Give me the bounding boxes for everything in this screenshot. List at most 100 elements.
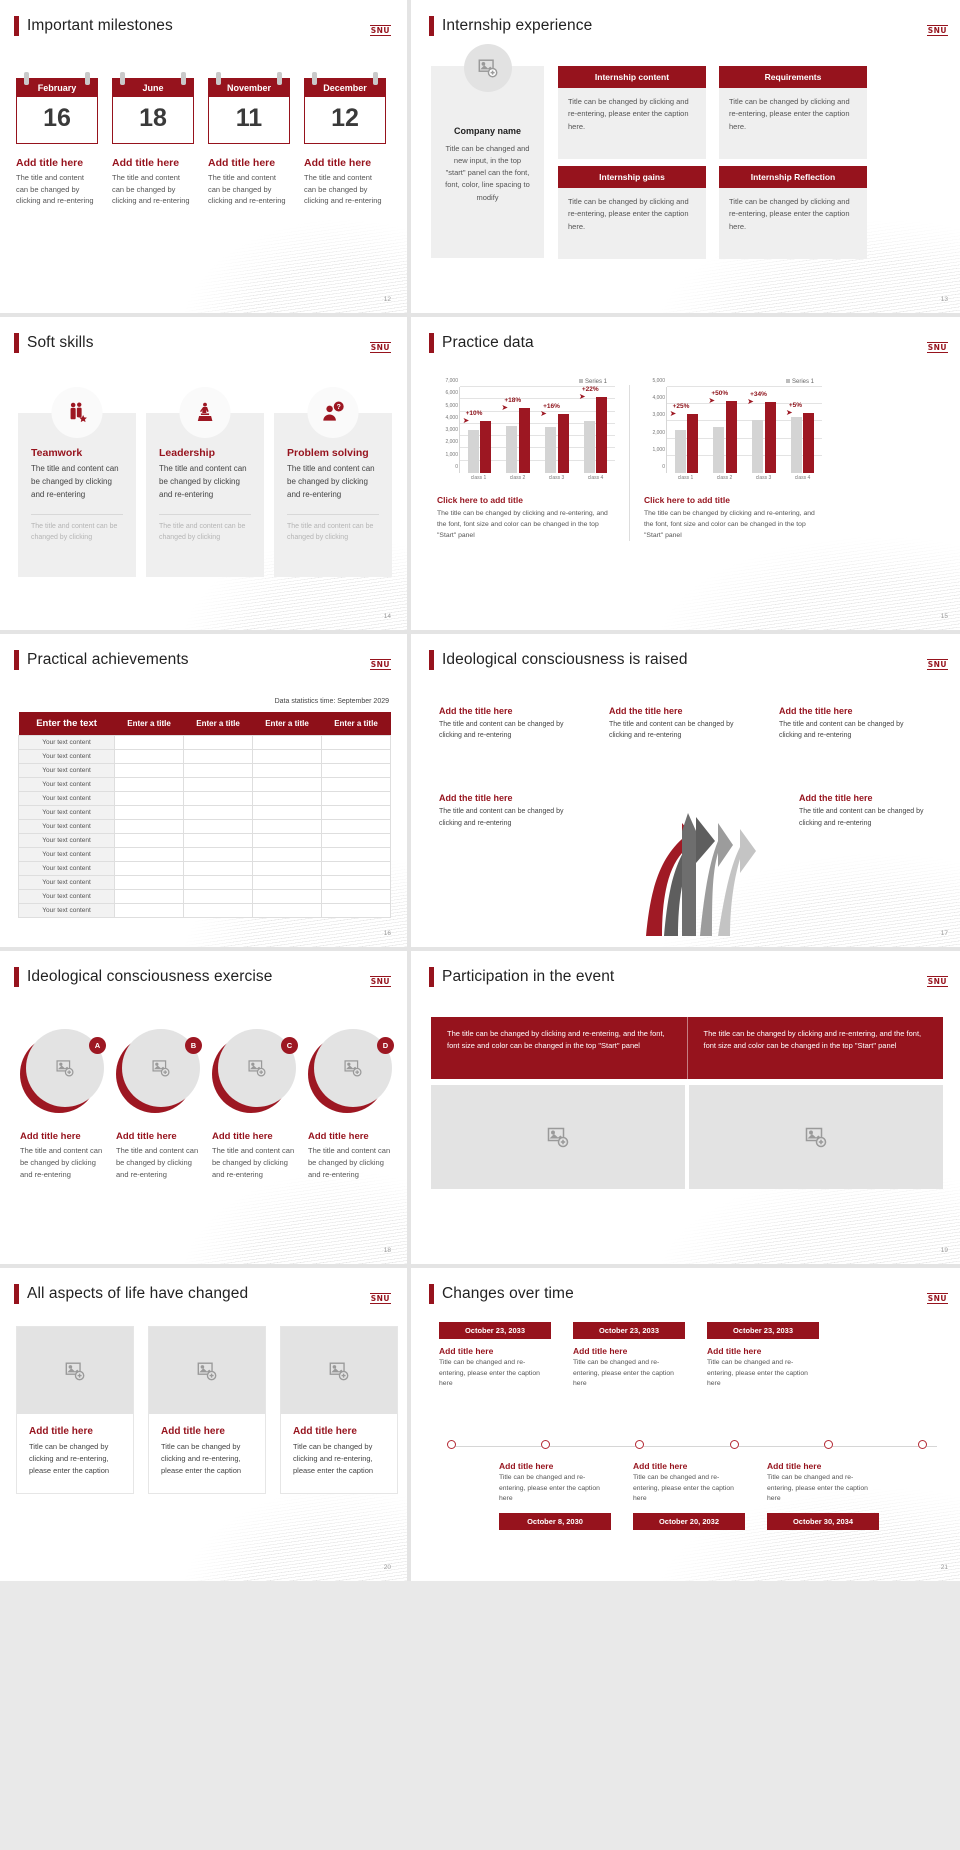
table-cell[interactable] <box>183 889 254 904</box>
table-cell[interactable] <box>114 805 185 820</box>
table-cell[interactable] <box>321 791 391 806</box>
table-cell[interactable] <box>114 861 185 876</box>
table-cell[interactable] <box>183 847 254 862</box>
table-cell[interactable] <box>114 847 185 862</box>
table-cell[interactable] <box>252 889 322 904</box>
image-placeholder-left[interactable] <box>431 1085 685 1189</box>
timeline-event-bottom: Add title here Title can be changed and … <box>633 1454 745 1531</box>
table-cell[interactable] <box>114 749 185 764</box>
table-cell[interactable] <box>252 749 322 764</box>
table-cell[interactable] <box>183 805 254 820</box>
table-cell[interactable] <box>114 833 185 848</box>
table-cell[interactable] <box>321 903 391 918</box>
milestone-description: The title and content can be changed by … <box>304 173 382 206</box>
slide-header: Practical achievements <box>14 650 189 670</box>
title-accent-bar <box>429 967 434 987</box>
image-placeholder-right[interactable] <box>689 1085 943 1189</box>
table-cell[interactable] <box>252 735 322 750</box>
gridline <box>460 435 615 437</box>
image-placeholder-icon[interactable] <box>122 1029 200 1107</box>
skill-title: Problem solving <box>287 447 369 459</box>
life-card-desc: Title can be changed by clicking and re-… <box>29 1442 110 1476</box>
bar-series1 <box>752 419 764 473</box>
title-accent-bar <box>429 16 434 36</box>
gridline <box>460 447 615 449</box>
timeline-date: October 8, 2030 <box>499 1513 611 1531</box>
table-header-cell: Enter a title <box>252 712 322 736</box>
table-cell[interactable] <box>252 791 322 806</box>
table-cell[interactable] <box>183 875 254 890</box>
table-cell-label: Your text content <box>17 847 116 862</box>
image-placeholder-icon[interactable] <box>149 1327 265 1414</box>
table-cell[interactable] <box>321 847 391 862</box>
table-row: Your text content <box>17 903 391 918</box>
gridline <box>667 386 822 387</box>
table-cell[interactable] <box>183 749 254 764</box>
company-name: Company name <box>453 126 522 136</box>
bar-series2 <box>803 412 815 473</box>
table-cell[interactable] <box>321 749 391 764</box>
table-cell[interactable] <box>252 847 322 862</box>
timeline-desc: Title can be changed and re-entering, pl… <box>439 1359 540 1388</box>
table-cell[interactable] <box>183 763 254 778</box>
timeline-top-events: October 23, 2033 Add title here Title ca… <box>439 1322 939 1390</box>
table-cell[interactable] <box>114 763 185 778</box>
timeline-desc: Title can be changed and re-entering, pl… <box>633 1474 734 1503</box>
table-cell[interactable] <box>252 903 322 918</box>
calendar-ring-right <box>277 72 282 85</box>
image-placeholder-icon[interactable] <box>463 44 512 92</box>
table-cell[interactable] <box>114 791 185 806</box>
table-cell[interactable] <box>321 805 391 820</box>
timeline-title: Add title here <box>633 1461 688 1471</box>
table-cell[interactable] <box>321 875 391 890</box>
table-cell[interactable] <box>114 777 185 792</box>
table-cell[interactable] <box>252 875 322 890</box>
title-accent-bar <box>429 1284 434 1304</box>
milestone-title: Add title here <box>304 157 372 169</box>
table-cell[interactable] <box>321 763 391 778</box>
internship-layout: Company name Title can be changed and ne… <box>431 44 867 259</box>
life-card: Add title here Title can be changed by c… <box>16 1326 134 1495</box>
item-description: The title and content can be changed by … <box>439 721 564 740</box>
table-cell[interactable] <box>321 735 391 750</box>
circle-card: B Add title here The title and content c… <box>116 1029 202 1181</box>
table-cell[interactable] <box>183 861 254 876</box>
growth-label: +16% <box>543 403 560 411</box>
chart-caption-desc: The title can be changed by clicking and… <box>644 510 815 539</box>
title-accent-bar <box>429 333 434 353</box>
table-cell[interactable] <box>114 903 185 918</box>
table-cell[interactable] <box>321 819 391 834</box>
page-number: 15 <box>940 613 948 620</box>
table-cell[interactable] <box>183 833 254 848</box>
milestone-list: February 16 Add title here The title and… <box>16 72 386 207</box>
table-cell[interactable] <box>252 861 322 876</box>
table-cell[interactable] <box>183 777 254 792</box>
gridline <box>667 403 822 405</box>
table-cell[interactable] <box>183 791 254 806</box>
image-placeholder-icon[interactable] <box>281 1327 397 1414</box>
table-cell[interactable] <box>252 833 322 848</box>
table-cell[interactable] <box>114 735 185 750</box>
table-cell[interactable] <box>321 833 391 848</box>
table-cell[interactable] <box>252 777 322 792</box>
page-number: 18 <box>383 1247 391 1254</box>
table-cell[interactable] <box>252 805 322 820</box>
image-placeholder-icon[interactable] <box>17 1327 133 1414</box>
slide-participation-in-event: Participation in the event SNU The title… <box>411 951 960 1264</box>
circle-card: C Add title here The title and content c… <box>212 1029 298 1181</box>
timeline-event-top: October 23, 2033 Add title here Title ca… <box>439 1322 551 1390</box>
table-cell[interactable] <box>252 763 322 778</box>
table-cell[interactable] <box>321 861 391 876</box>
timeline-axis <box>449 1446 937 1447</box>
table-cell[interactable] <box>114 819 185 834</box>
table-cell[interactable] <box>252 819 322 834</box>
table-cell[interactable] <box>114 889 185 904</box>
table-cell[interactable] <box>183 735 254 750</box>
skill-title: Leadership <box>159 447 216 459</box>
circle-card: A Add title here The title and content c… <box>20 1029 106 1181</box>
table-cell[interactable] <box>114 875 185 890</box>
table-cell[interactable] <box>321 889 391 904</box>
table-cell[interactable] <box>183 819 254 834</box>
table-cell[interactable] <box>183 903 254 918</box>
table-cell[interactable] <box>321 777 391 792</box>
